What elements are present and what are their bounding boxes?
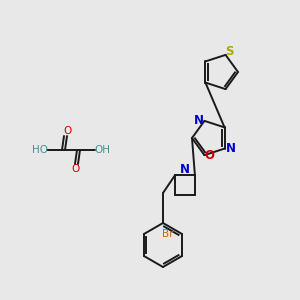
Text: OH: OH [94,145,110,155]
Text: O: O [204,148,214,162]
Text: Br: Br [162,229,173,239]
Text: HO: HO [32,145,48,155]
Text: O: O [63,126,71,136]
Text: O: O [71,164,79,174]
Text: N: N [226,142,236,155]
Text: N: N [194,114,203,128]
Text: N: N [180,163,190,176]
Text: S: S [225,45,234,58]
